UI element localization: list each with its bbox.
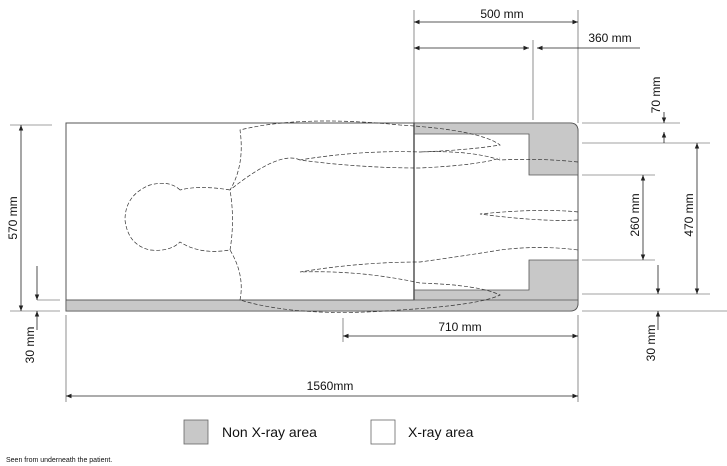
caption: Seen from underneath the patient. (6, 457, 112, 464)
table-top (65, 122, 579, 312)
patient-outline (124, 120, 579, 313)
dimension-label: 1560mm (307, 379, 354, 393)
dimension-label: 500 mm (480, 7, 523, 21)
dimension-label: 470 mm (682, 193, 696, 236)
dimension-lines (18, 19, 700, 399)
non-xray-area (413, 122, 579, 176)
dimension-label: 30 mm (644, 325, 658, 362)
dimension-label: 360 mm (588, 31, 631, 45)
legend-label: X-ray area (408, 424, 474, 440)
dimension-label: 70 mm (649, 77, 663, 114)
legend-swatch (183, 419, 209, 445)
dimension-label: 570 mm (6, 196, 20, 239)
legend-swatch (370, 419, 396, 445)
legend-label: Non X-ray area (222, 424, 317, 440)
dimension-label: 710 mm (438, 320, 481, 334)
dimension-label: 30 mm (23, 327, 37, 364)
non-xray-area (65, 259, 579, 312)
dimension-label: 260 mm (628, 193, 642, 236)
